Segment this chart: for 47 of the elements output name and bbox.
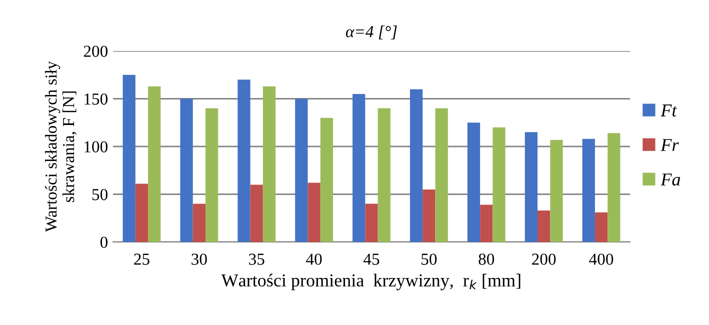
bar <box>250 184 263 242</box>
y-tick-label: 150 <box>84 93 108 105</box>
bar <box>422 189 436 242</box>
legend-label: Ft <box>660 104 678 117</box>
y-axis-title: Wartości składowych siły skrawania, F [N] <box>44 61 77 232</box>
bar <box>308 182 320 242</box>
chart-title: α=4 [°] <box>346 26 397 40</box>
bar <box>608 133 620 242</box>
bar <box>148 86 161 242</box>
bar <box>435 108 448 242</box>
y-tick-label: 0 <box>100 236 108 248</box>
x-tick-label: 40 <box>306 254 322 265</box>
bar <box>480 204 493 242</box>
x-tick-label: 30 <box>192 254 207 265</box>
bar <box>594 212 608 242</box>
bar <box>378 108 390 242</box>
bar <box>192 204 206 242</box>
legend-label: Fa <box>660 174 680 186</box>
x-tick-label: 400 <box>589 254 614 265</box>
bar <box>467 122 480 242</box>
bar <box>410 89 423 242</box>
x-tick-label: 25 <box>134 254 150 265</box>
x-tick-label: 35 <box>249 254 264 265</box>
bar <box>352 94 366 242</box>
bar <box>320 118 334 242</box>
y-tick-label: 100 <box>84 141 108 152</box>
y-tick-label: 50 <box>92 188 108 200</box>
bar <box>492 127 506 242</box>
bar <box>205 108 218 242</box>
x-tick-label: 200 <box>532 254 556 265</box>
bar <box>135 184 148 242</box>
legend-label: Fr <box>660 139 679 151</box>
y-tick-label: 200 <box>84 46 108 57</box>
bar <box>538 210 550 242</box>
bar <box>524 132 538 242</box>
bar <box>180 98 193 242</box>
x-axis-title: Wartości promienia krzywizny, r$_{k}$ [mm] <box>221 274 520 290</box>
bar <box>295 98 308 242</box>
x-tick-label: 50 <box>422 254 437 265</box>
bar <box>238 80 250 242</box>
x-tick-label: 80 <box>478 254 494 265</box>
bar <box>365 204 378 242</box>
bar <box>582 138 595 242</box>
bar <box>122 74 136 242</box>
bar <box>262 86 276 242</box>
bar <box>550 140 563 242</box>
x-tick-label: 45 <box>363 254 380 265</box>
